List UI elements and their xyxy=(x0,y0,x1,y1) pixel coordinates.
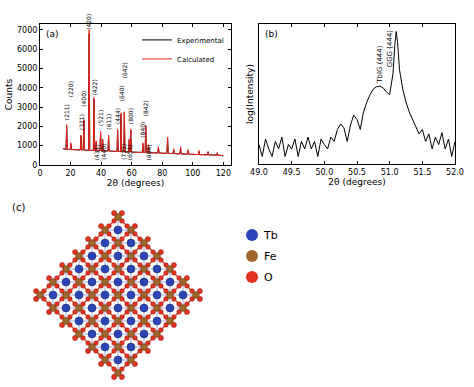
svg-text:(642): (642) xyxy=(121,62,128,78)
svg-text:120: 120 xyxy=(216,169,231,178)
svg-text:log(Intensity): log(Intensity) xyxy=(245,64,255,124)
svg-text:2θ (degrees): 2θ (degrees) xyxy=(328,177,385,187)
svg-text:(422): (422) xyxy=(91,79,98,95)
svg-text:GGG (444): GGG (444) xyxy=(386,30,394,68)
svg-text:Tb: Tb xyxy=(263,229,278,242)
svg-text:(444): (444) xyxy=(114,108,121,124)
svg-text:(651): (651) xyxy=(126,144,133,160)
svg-text:TbIG (444): TbIG (444) xyxy=(376,45,384,84)
svg-text:(400): (400) xyxy=(80,91,87,107)
svg-text:2θ (degrees): 2θ (degrees) xyxy=(107,178,164,188)
svg-text:Experimental: Experimental xyxy=(177,37,224,45)
svg-text:(800): (800) xyxy=(127,108,134,124)
svg-text:1000: 1000 xyxy=(17,141,37,150)
svg-text:3000: 3000 xyxy=(17,103,37,112)
svg-text:(664): (664) xyxy=(145,144,152,160)
svg-text:0: 0 xyxy=(32,161,37,170)
svg-text:50.0: 50.0 xyxy=(315,168,333,177)
svg-text:(420): (420) xyxy=(85,14,92,30)
svg-text:(431): (431) xyxy=(93,144,100,160)
svg-text:51.5: 51.5 xyxy=(413,168,431,177)
svg-text:49.0: 49.0 xyxy=(250,168,268,177)
svg-text:(b): (b) xyxy=(265,29,278,39)
svg-text:80: 80 xyxy=(157,169,167,178)
svg-text:(611): (611) xyxy=(105,114,112,130)
svg-text:52.0: 52.0 xyxy=(446,168,464,177)
svg-text:(721): (721) xyxy=(120,144,127,160)
svg-text:Fe: Fe xyxy=(264,250,277,263)
svg-text:(521): (521) xyxy=(97,110,104,126)
svg-text:5000: 5000 xyxy=(17,64,37,73)
svg-text:40: 40 xyxy=(96,169,106,178)
svg-text:Calculated: Calculated xyxy=(177,56,214,64)
svg-text:(440): (440) xyxy=(100,144,107,160)
svg-text:100: 100 xyxy=(185,169,200,178)
svg-text:7000: 7000 xyxy=(17,26,37,35)
svg-text:0: 0 xyxy=(37,169,42,178)
svg-text:(211): (211) xyxy=(63,104,70,120)
svg-text:O: O xyxy=(264,271,273,284)
svg-text:2000: 2000 xyxy=(17,122,37,131)
svg-text:60: 60 xyxy=(127,169,137,178)
svg-text:(a): (a) xyxy=(46,29,59,39)
svg-text:(640): (640) xyxy=(118,85,125,101)
svg-text:50.5: 50.5 xyxy=(348,168,366,177)
svg-text:49.5: 49.5 xyxy=(283,168,301,177)
svg-text:4000: 4000 xyxy=(17,84,37,93)
svg-text:(321): (321) xyxy=(78,114,85,130)
svg-text:(842): (842) xyxy=(142,100,149,116)
svg-text:(220): (220) xyxy=(67,81,74,97)
svg-text:20: 20 xyxy=(65,169,75,178)
svg-text:51.0: 51.0 xyxy=(381,168,399,177)
svg-text:(840): (840) xyxy=(139,122,146,138)
svg-text:6000: 6000 xyxy=(17,45,37,54)
svg-text:Counts: Counts xyxy=(4,78,14,110)
svg-text:(c): (c) xyxy=(12,202,25,213)
